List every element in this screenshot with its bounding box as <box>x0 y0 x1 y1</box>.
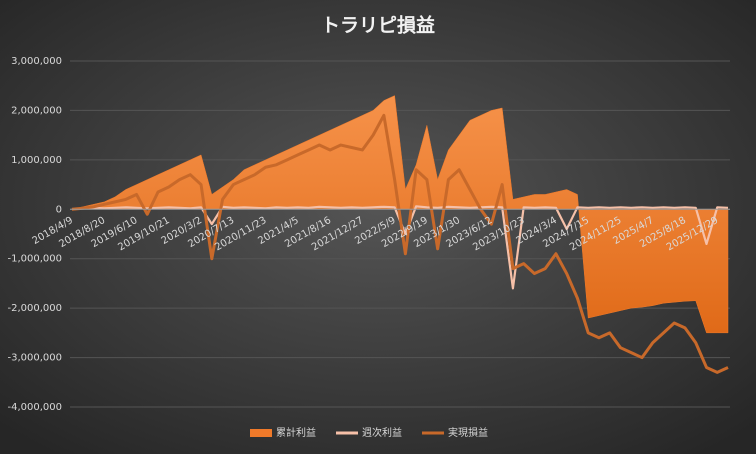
legend-label: 実現損益 <box>448 426 488 439</box>
y-tick-label: -4,000,000 <box>7 402 62 413</box>
y-tick-label: -3,000,000 <box>7 353 62 364</box>
legend-label: 週次利益 <box>362 426 402 439</box>
y-tick-label: 0 <box>56 204 62 215</box>
chart-title: トラリピ損益 <box>321 14 435 37</box>
y-tick-label: 2,000,000 <box>11 105 62 116</box>
legend-swatch <box>250 429 272 437</box>
legend-label: 累計利益 <box>276 426 316 439</box>
y-tick-label: 1,000,000 <box>11 155 62 166</box>
y-tick-label: -2,000,000 <box>7 303 62 314</box>
line <box>71 113 729 374</box>
y-tick-label: 3,000,000 <box>11 56 62 67</box>
area <box>71 95 729 334</box>
y-tick-label: -1,000,000 <box>7 254 62 265</box>
legend: 累計利益 週次利益 実現損益 <box>250 426 488 439</box>
